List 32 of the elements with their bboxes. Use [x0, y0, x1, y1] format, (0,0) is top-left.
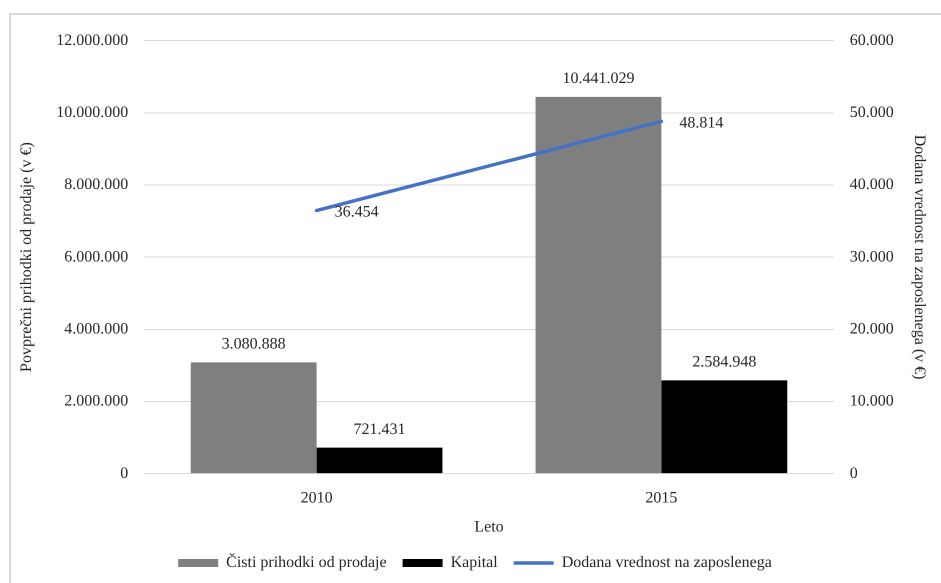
- data-label: 721.431: [354, 420, 406, 438]
- y2-tick-label: 30.000: [850, 248, 894, 266]
- legend-label: Čisti prihodki od prodaje: [226, 553, 387, 572]
- y-tick-label: 10.000.000: [56, 104, 128, 121]
- legend-label: Kapital: [450, 554, 498, 572]
- legend-label: Dodana vrednost na zaposlenega: [562, 554, 772, 572]
- data-label: 10.441.029: [562, 70, 634, 88]
- y2-tick-label: 10.000: [850, 392, 894, 410]
- bar: [190, 362, 317, 474]
- y2-tick-label: 50.000: [850, 104, 894, 121]
- y2-tick-label: 20.000: [850, 320, 894, 338]
- x-tick-label: 2015: [645, 489, 678, 506]
- y-tick-label: 0: [120, 464, 128, 482]
- y2-tick-label: 40.000: [850, 176, 894, 194]
- data-label: 3.080.888: [222, 336, 286, 353]
- y-tick-label: 4.000.000: [64, 320, 128, 338]
- x-tick-label: 2010: [300, 489, 333, 506]
- y2-axis-title: Dodana vrednost na zaposlenega (v €): [911, 134, 928, 380]
- bar: [536, 96, 662, 474]
- y-axis-title: Povprečni prihodki od prodaje (v €): [18, 142, 35, 372]
- y-tick-label: 2.000.000: [64, 392, 128, 410]
- data-label: 48.814: [679, 114, 724, 132]
- bar: [661, 380, 788, 474]
- y-tick-label: 6.000.000: [64, 248, 128, 266]
- x-axis-title: Leto: [474, 518, 504, 536]
- y-tick-label: 12.000.000: [56, 32, 128, 49]
- y2-tick-label: 0: [850, 464, 858, 482]
- data-label: 36.454: [334, 204, 379, 221]
- y2-tick-label: 60.000: [850, 32, 894, 49]
- y-tick-label: 8.000.000: [64, 176, 128, 194]
- data-label: 2.584.948: [692, 354, 756, 371]
- bar: [316, 448, 442, 474]
